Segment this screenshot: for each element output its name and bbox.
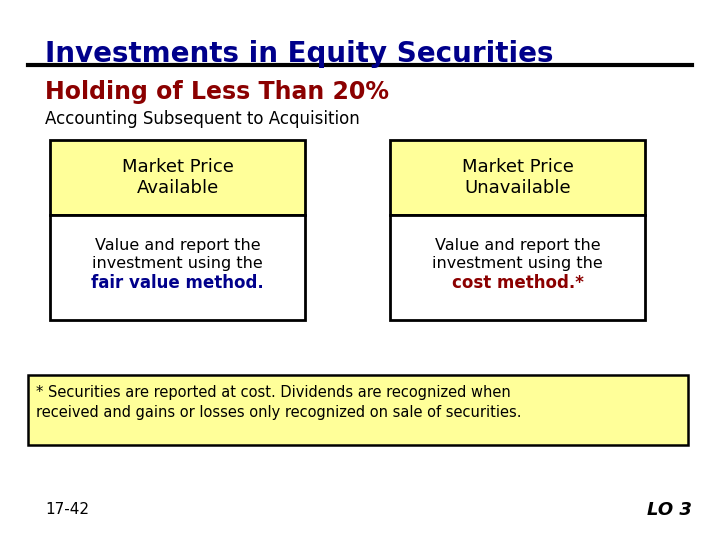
Text: Market Price
Unavailable: Market Price Unavailable (462, 158, 573, 197)
Text: received and gains or losses only recognized on sale of securities.: received and gains or losses only recogn… (36, 405, 521, 420)
Text: Holding of Less Than 20%: Holding of Less Than 20% (45, 80, 389, 104)
Text: Accounting Subsequent to Acquisition: Accounting Subsequent to Acquisition (45, 110, 360, 128)
FancyBboxPatch shape (28, 375, 688, 445)
Text: Market Price
Available: Market Price Available (122, 158, 233, 197)
Text: 17-42: 17-42 (45, 503, 89, 517)
Text: * Securities are reported at cost. Dividends are recognized when: * Securities are reported at cost. Divid… (36, 385, 510, 400)
Text: Investments in Equity Securities: Investments in Equity Securities (45, 40, 554, 68)
Text: investment using the: investment using the (432, 256, 603, 271)
Text: cost method.*: cost method.* (451, 274, 583, 293)
Text: investment using the: investment using the (92, 256, 263, 271)
Text: fair value method.: fair value method. (91, 274, 264, 293)
Text: LO 3: LO 3 (647, 501, 692, 519)
Text: Value and report the: Value and report the (435, 238, 600, 253)
FancyBboxPatch shape (50, 215, 305, 320)
FancyBboxPatch shape (390, 215, 645, 320)
Text: Value and report the: Value and report the (95, 238, 261, 253)
FancyBboxPatch shape (390, 140, 645, 215)
FancyBboxPatch shape (50, 140, 305, 215)
